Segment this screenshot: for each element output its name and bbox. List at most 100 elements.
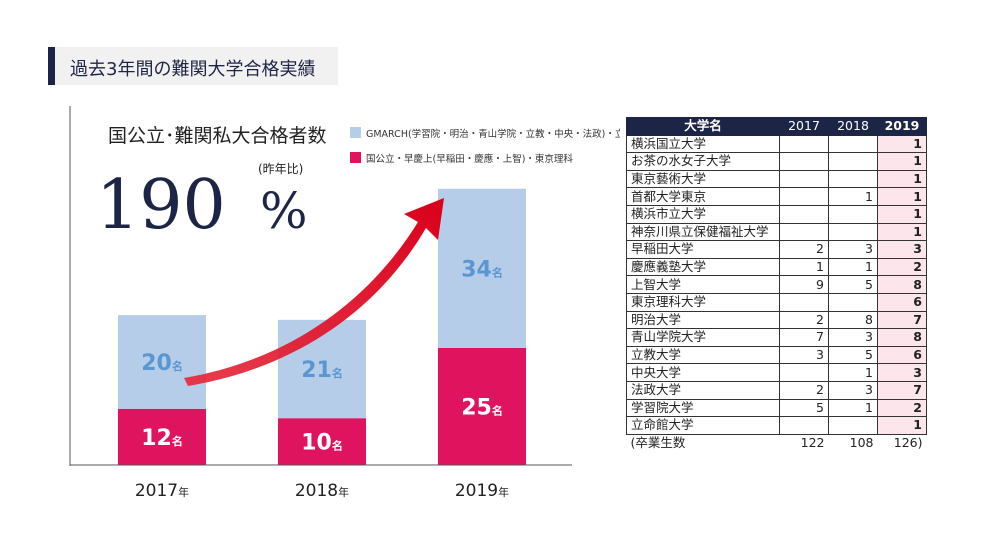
pass-count: 3 xyxy=(779,345,829,365)
table-row: 東京藝術大学 1 xyxy=(626,169,927,189)
pass-count xyxy=(779,204,829,224)
pass-count: 1 xyxy=(877,134,927,154)
growth-percentage: 190 xyxy=(96,166,226,245)
x-tick-label: 2018年 xyxy=(295,481,349,501)
header-university: 大学名 xyxy=(626,117,780,136)
pass-count: 9 xyxy=(779,275,829,294)
bar-segment xyxy=(438,188,526,348)
growth-arrow-icon xyxy=(184,198,444,386)
university-name: お茶の水女子大学 xyxy=(626,152,780,171)
pass-count: 8 xyxy=(877,275,927,294)
pass-count: 8 xyxy=(828,310,878,330)
university-name: 立教大学 xyxy=(626,345,780,365)
university-name: 青山学院大学 xyxy=(626,328,780,347)
university-name: 横浜国立大学 xyxy=(626,134,780,154)
pass-count: 1 xyxy=(828,398,878,418)
pass-count: 3 xyxy=(828,328,878,347)
table-row: 首都大学東京 1 1 xyxy=(626,187,927,206)
pass-count: 1 xyxy=(877,204,927,224)
table-row: お茶の水女子大学 1 xyxy=(626,152,927,171)
graduates-label: (卒業生数 xyxy=(630,434,686,450)
table-row: 立教大学 3 5 6 xyxy=(626,345,927,365)
bar-segment xyxy=(118,408,206,465)
pass-count: 3 xyxy=(877,240,927,259)
pass-count: 1 xyxy=(828,363,878,382)
pass-count: 2 xyxy=(877,257,927,277)
table-row: 神奈川県立保健福祉大学 1 xyxy=(626,222,927,242)
pass-count xyxy=(828,222,878,242)
pass-count xyxy=(828,292,878,312)
heading-title: 過去3年間の難関大学合格実績 xyxy=(70,59,316,80)
university-name: 神奈川県立保健福祉大学 xyxy=(626,222,780,242)
table-row: 法政大学 2 3 7 xyxy=(626,380,927,400)
university-name: 東京藝術大学 xyxy=(626,169,780,189)
pass-count: 2 xyxy=(779,380,829,400)
university-name: 中央大学 xyxy=(626,363,780,382)
pass-count: 5 xyxy=(779,398,829,418)
bar-segment xyxy=(278,319,366,419)
pass-count xyxy=(828,416,878,435)
stacked-bar-chart: 国公立･難関私大合格者数 190 % (昨年比) GMARCH(学習院・明治・青… xyxy=(69,106,620,501)
graduates-row: (卒業生数 122 108 126) xyxy=(627,434,927,451)
table-row: 東京理科大学 6 xyxy=(626,292,927,312)
pass-count: 7 xyxy=(779,328,829,347)
pass-count xyxy=(779,169,829,189)
university-name: 早稲田大学 xyxy=(626,240,780,259)
pass-count xyxy=(779,134,829,154)
table-row: 中央大学 1 3 xyxy=(626,363,927,382)
header-year: 2018 xyxy=(828,117,878,136)
legend-swatch xyxy=(350,127,361,138)
pass-count xyxy=(779,363,829,382)
pass-count: 6 xyxy=(877,292,927,312)
table-row: 早稲田大学 2 3 3 xyxy=(626,240,927,259)
university-name: 首都大学東京 xyxy=(626,187,780,206)
bar-segment xyxy=(278,418,366,465)
table-row: 学習院大学 5 1 2 xyxy=(626,398,927,418)
pass-count: 3 xyxy=(877,363,927,382)
university-name: 慶應義塾大学 xyxy=(626,257,780,277)
pass-count xyxy=(828,169,878,189)
pass-count: 3 xyxy=(828,240,878,259)
table-header-row: 大学名 2017 2018 2019 xyxy=(626,117,927,136)
pass-count: 1 xyxy=(877,416,927,435)
university-name: 立命館大学 xyxy=(626,416,780,435)
chart-title: 国公立･難関私大合格者数 xyxy=(108,125,327,147)
pass-count xyxy=(828,134,878,154)
pass-count: 7 xyxy=(877,310,927,330)
section-heading: 過去3年間の難関大学合格実績 xyxy=(48,47,338,85)
table-row: 立命館大学 1 xyxy=(626,416,927,435)
pass-count: 8 xyxy=(877,328,927,347)
pass-count: 7 xyxy=(877,380,927,400)
pass-count xyxy=(779,152,829,171)
header-year: 2019 xyxy=(877,117,927,136)
university-name: 東京理科大学 xyxy=(626,292,780,312)
x-tick-label: 2019年 xyxy=(455,481,509,501)
growth-percent-sign: % xyxy=(260,182,308,240)
table-row: 慶應義塾大学 1 1 2 xyxy=(626,257,927,277)
bar-segment xyxy=(438,347,526,465)
legend-label: 国公立・早慶上(早稲田・慶應・上智)・東京理科 xyxy=(366,153,573,165)
pass-count: 1 xyxy=(877,187,927,206)
university-name: 学習院大学 xyxy=(626,398,780,418)
pass-count: 6 xyxy=(877,345,927,365)
x-tick-label: 2017年 xyxy=(135,481,189,501)
bar-segment xyxy=(118,315,206,409)
pass-count: 1 xyxy=(828,257,878,277)
table-row: 横浜市立大学 1 xyxy=(626,204,927,224)
graduates-count: 122 xyxy=(800,434,825,450)
pass-count: 1 xyxy=(877,222,927,242)
graduates-count: 108 xyxy=(849,434,874,450)
pass-count xyxy=(779,187,829,206)
table-row: 明治大学 2 8 7 xyxy=(626,310,927,330)
pass-count: 2 xyxy=(877,398,927,418)
heading-accent-bar xyxy=(48,47,55,85)
pass-count xyxy=(779,292,829,312)
pass-count: 2 xyxy=(779,310,829,330)
pass-count: 1 xyxy=(877,152,927,171)
header-year: 2017 xyxy=(779,117,829,136)
table-row: 青山学院大学 7 3 8 xyxy=(626,328,927,347)
university-results-table: 大学名 2017 2018 2019 横浜国立大学 1 お茶の水女子大学 1 東京藝術大学 1 首… xyxy=(626,117,927,451)
growth-note: (昨年比) xyxy=(258,162,303,176)
x-axis-labels: 2017年 2018年 2019年 xyxy=(135,481,509,501)
